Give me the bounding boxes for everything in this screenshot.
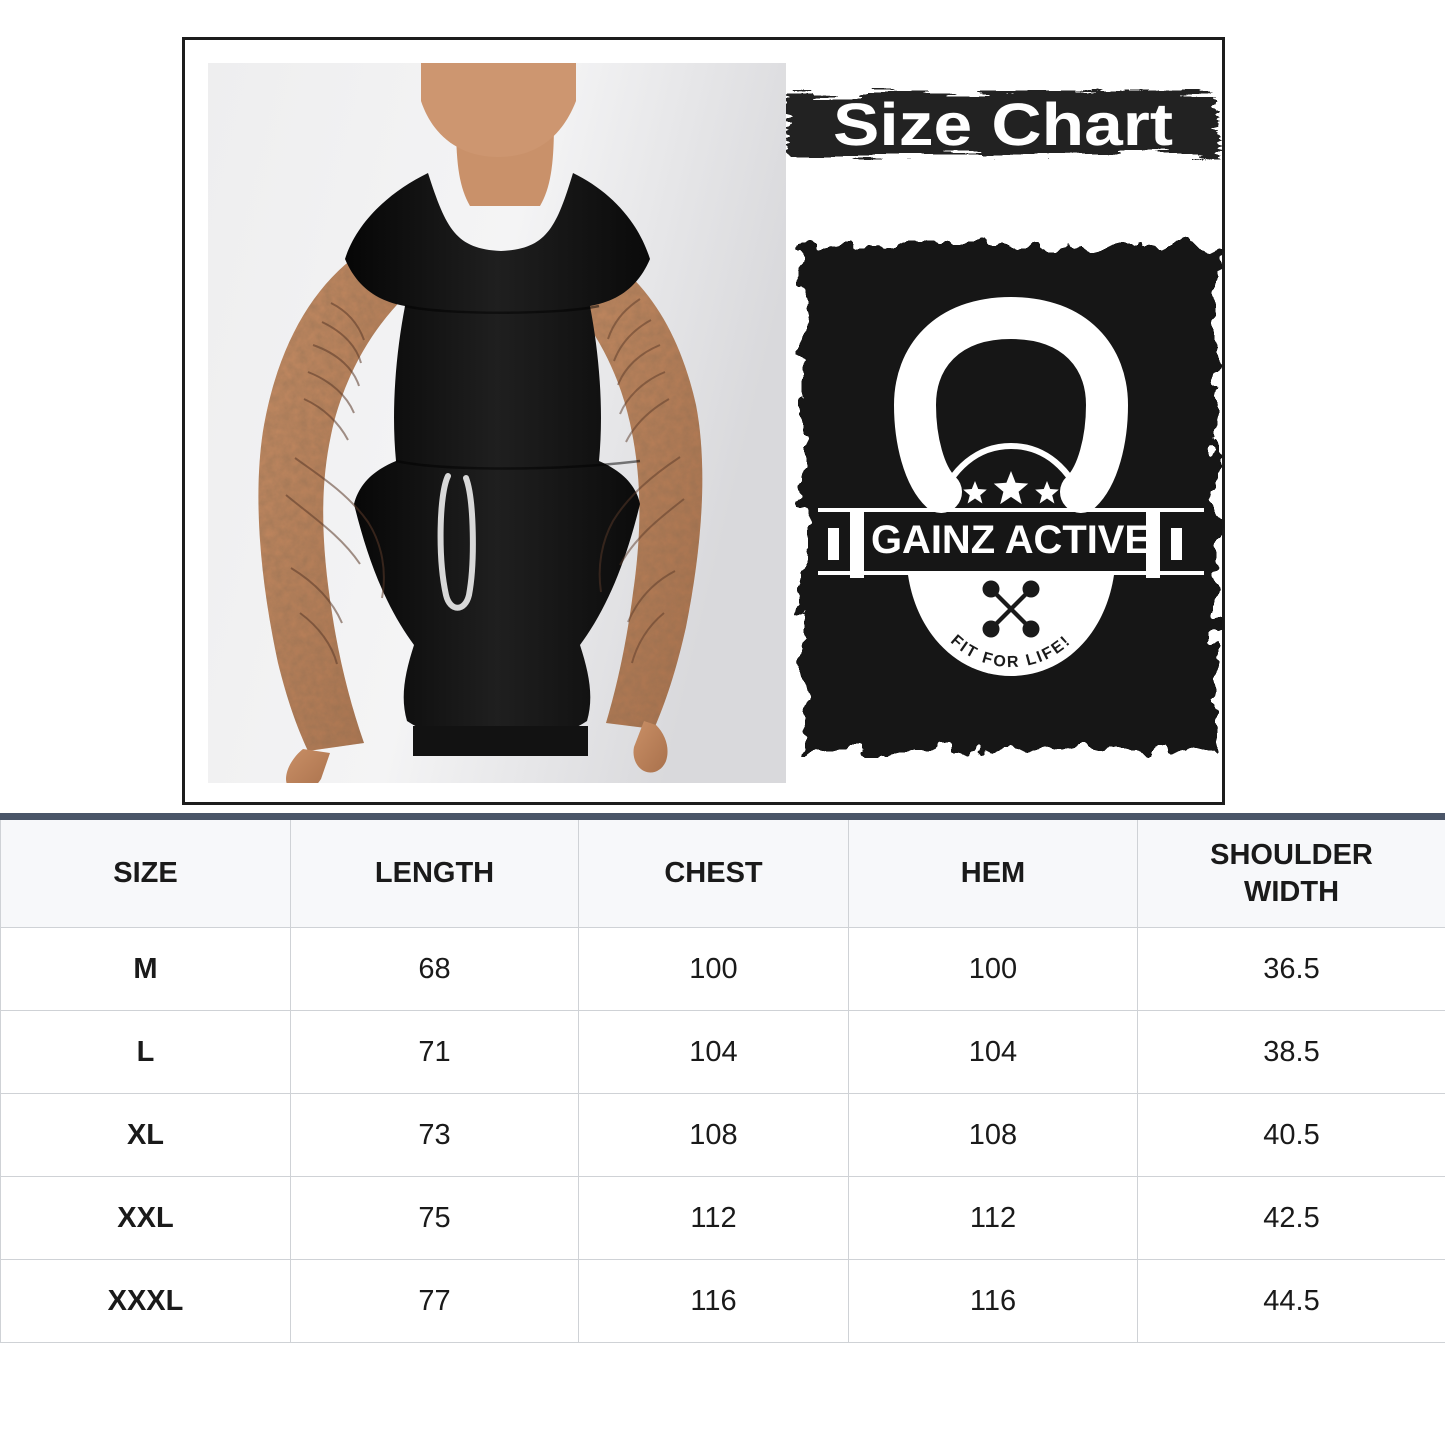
svg-text:GAINZ ACTIVE: GAINZ ACTIVE (871, 518, 1151, 562)
svg-text:Size Chart: Size Chart (833, 91, 1173, 158)
